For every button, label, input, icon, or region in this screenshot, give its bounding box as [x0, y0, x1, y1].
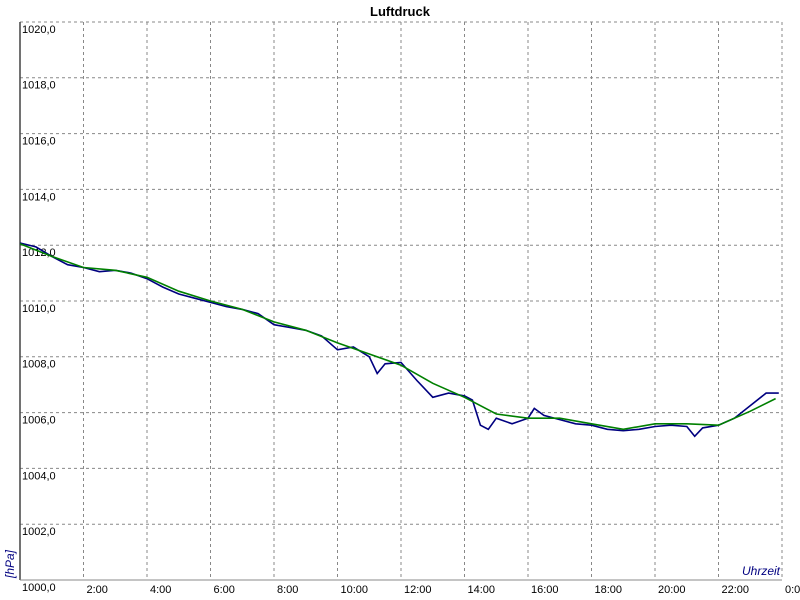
y-tick-label: 1000,0: [22, 582, 56, 594]
y-tick-label: 1018,0: [22, 80, 56, 92]
y-tick-label: 1012,0: [22, 247, 56, 259]
x-tick-label: 6:00: [214, 584, 235, 596]
line-series: [19, 243, 776, 431]
x-tick-label: 20:00: [658, 584, 686, 596]
x-axis-label: Uhrzeit: [742, 564, 781, 578]
x-tick-label: 8:00: [277, 584, 298, 596]
x-tick-label: 22:00: [722, 584, 750, 596]
x-tick-label: 16:00: [531, 584, 559, 596]
x-tick-label: 0:00: [785, 584, 800, 596]
y-tick-label: 1020,0: [22, 24, 56, 36]
x-tick-label: 18:00: [595, 584, 623, 596]
x-tick-label: 12:00: [404, 584, 432, 596]
y-tick-label: 1010,0: [22, 303, 56, 315]
x-tick-label: 2:00: [87, 584, 108, 596]
y-tick-label: 1004,0: [22, 470, 56, 482]
x-tick-label: 10:00: [341, 584, 369, 596]
y-tick-label: 1002,0: [22, 526, 56, 538]
chart-title: Luftdruck: [370, 4, 431, 19]
y-tick-label: 1006,0: [22, 415, 56, 427]
x-tick-label: 14:00: [468, 584, 496, 596]
y-tick-label: 1008,0: [22, 359, 56, 371]
line-series: [19, 242, 779, 438]
y-axis-label: [hPa]: [3, 549, 17, 579]
y-tick-label: 1016,0: [22, 136, 56, 148]
x-tick-label: 4:00: [150, 584, 171, 596]
y-tick-label: 1014,0: [22, 191, 56, 203]
